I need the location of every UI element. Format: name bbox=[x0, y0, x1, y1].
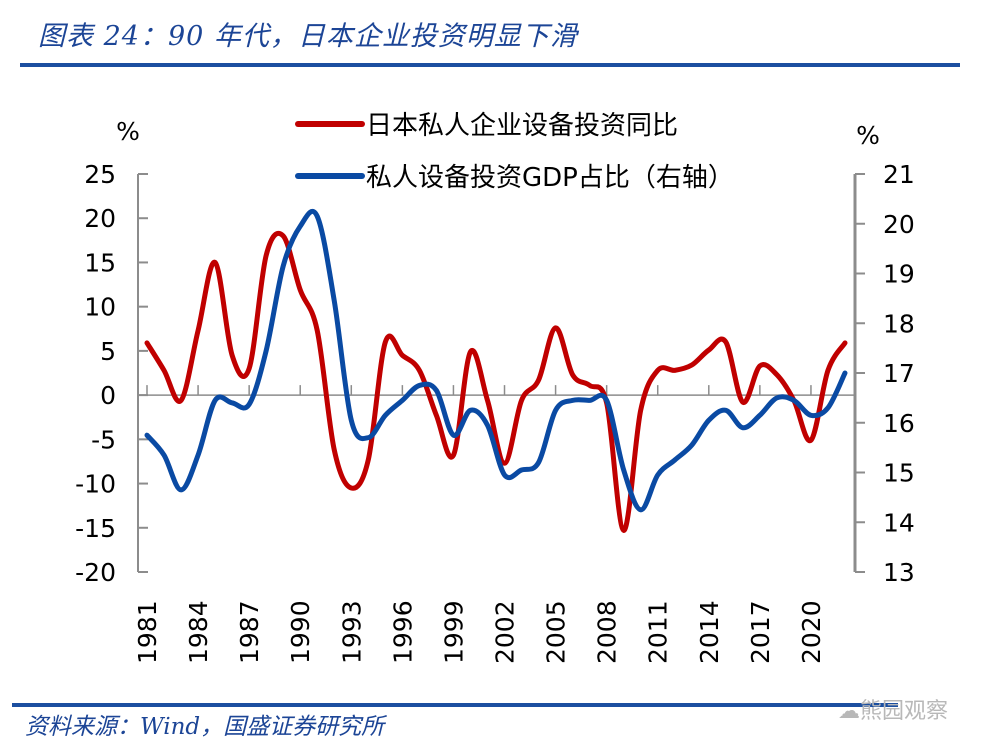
x-axis-tick-label: 1990 bbox=[286, 600, 315, 664]
x-axis-tick-label: 1984 bbox=[184, 600, 213, 664]
legend-label: 私人设备投资GDP占比（右轴） bbox=[366, 163, 734, 193]
x-axis-tick-label: 2017 bbox=[746, 600, 775, 664]
x-axis-tick-label: 1987 bbox=[235, 600, 264, 664]
axes: 2520151050-5-10-15-20%212019181716151413… bbox=[75, 117, 915, 664]
x-axis-tick-label: 2011 bbox=[644, 600, 673, 664]
right-axis-tick-label: 19 bbox=[883, 260, 915, 289]
x-axis-tick-label: 2008 bbox=[593, 600, 622, 664]
x-axis-tick-label: 1996 bbox=[388, 600, 417, 664]
left-axis-tick-label: -20 bbox=[75, 558, 116, 587]
x-axis-tick-label: 2014 bbox=[695, 600, 724, 664]
right-axis-tick-label: 16 bbox=[883, 409, 915, 438]
series-points bbox=[147, 236, 845, 531]
wechat-icon: ☁ bbox=[838, 699, 860, 724]
series-lines bbox=[144, 208, 848, 533]
right-axis-tick-label: 17 bbox=[883, 359, 915, 388]
x-axis-tick-label: 1993 bbox=[337, 600, 366, 664]
x-axis-tick-label: 1981 bbox=[133, 600, 162, 664]
series-line-yoy bbox=[144, 230, 848, 533]
legend-label: 日本私人企业设备投资同比 bbox=[366, 111, 678, 141]
left-axis-tick-label: -10 bbox=[75, 470, 116, 499]
right-axis-tick-label: 15 bbox=[883, 459, 915, 488]
left-axis-unit: % bbox=[116, 117, 140, 146]
x-axis-tick-label: 2005 bbox=[542, 600, 571, 664]
chart-title: 图表 24：90 年代，日本企业投资明显下滑 bbox=[38, 21, 578, 52]
left-axis-tick-label: -15 bbox=[75, 514, 116, 543]
watermark-text: 熊园观察 bbox=[860, 699, 949, 724]
bottom-divider bbox=[12, 703, 898, 707]
right-axis-tick-label: 21 bbox=[883, 160, 915, 189]
right-axis-tick-label: 18 bbox=[883, 309, 915, 338]
left-axis-tick-label: 20 bbox=[84, 204, 116, 233]
x-axis-tick-label: 2002 bbox=[491, 600, 520, 664]
x-axis-tick-label: 1999 bbox=[439, 600, 468, 664]
source-note: 资料来源：Wind，国盛证券研究所 bbox=[25, 714, 385, 740]
left-axis-tick-label: 5 bbox=[100, 337, 116, 366]
top-divider bbox=[20, 63, 960, 67]
left-axis-tick-label: 15 bbox=[84, 248, 116, 277]
left-axis-tick-label: 10 bbox=[84, 293, 116, 322]
left-axis-tick-label: -5 bbox=[91, 425, 116, 454]
right-axis-unit: % bbox=[856, 121, 880, 150]
left-axis-tick-label: 25 bbox=[84, 160, 116, 189]
right-axis-tick-label: 20 bbox=[883, 210, 915, 239]
x-axis-tick-label: 2020 bbox=[797, 600, 826, 664]
left-axis-tick-label: 0 bbox=[100, 381, 116, 410]
watermark: ☁熊园观察 bbox=[838, 693, 948, 725]
series-line-gdp-share bbox=[144, 208, 848, 513]
right-axis-tick-label: 14 bbox=[883, 508, 915, 537]
right-axis-tick-label: 13 bbox=[883, 558, 915, 587]
